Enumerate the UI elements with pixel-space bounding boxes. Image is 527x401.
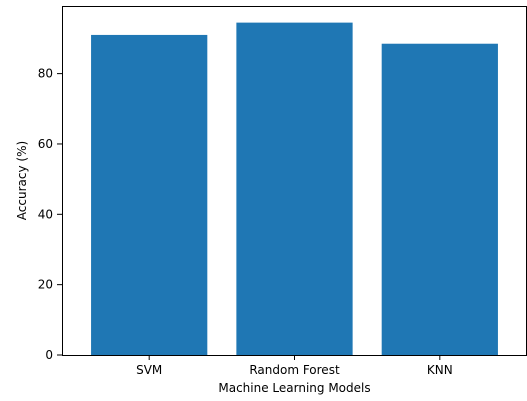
y-axis-label: Accuracy (%) — [15, 141, 29, 220]
x-axis: SVM Random Forest KNN — [136, 355, 453, 377]
y-tick-label: 40 — [38, 207, 53, 221]
x-tick-label: Random Forest — [249, 363, 340, 377]
y-axis: 0 20 40 60 80 — [38, 67, 62, 362]
y-tick-label: 20 — [38, 278, 53, 292]
y-tick-label: 60 — [38, 137, 53, 151]
bar-knn — [381, 43, 498, 356]
x-tick-label: KNN — [427, 363, 453, 377]
bar-svm — [91, 34, 208, 356]
bars-layer — [91, 22, 498, 356]
x-axis-label: Machine Learning Models — [218, 381, 370, 395]
x-tick-label: SVM — [136, 363, 162, 377]
bar-random-forest — [236, 22, 353, 355]
y-tick-label: 80 — [38, 67, 53, 81]
y-tick-label: 0 — [45, 348, 53, 362]
